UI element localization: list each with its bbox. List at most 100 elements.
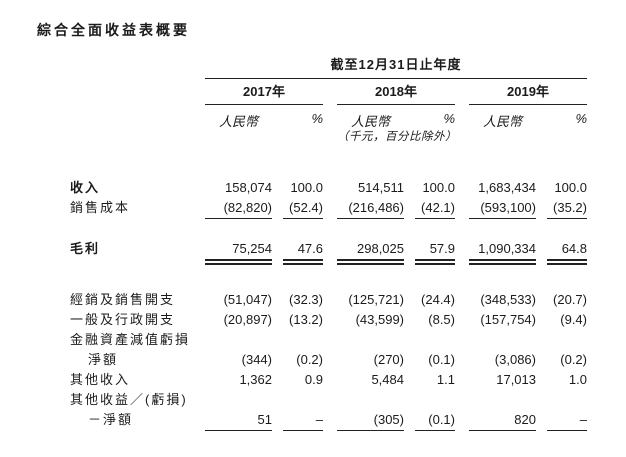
column-header-row: 人民幣 % 人民幣 % 人民幣 % bbox=[205, 111, 587, 130]
percent-cell: 47.6 bbox=[283, 239, 323, 265]
table-row-impairment-losses-label: 金融資產減值虧損 bbox=[70, 330, 587, 350]
cells-2017: 158,074 100.0 bbox=[205, 178, 323, 198]
value-cell: (51,047) bbox=[223, 292, 272, 307]
percent-cell: 57.9 bbox=[415, 239, 455, 265]
income-statement-table: 截至12月31日止年度 2017年 2018年 2019年 人民幣 % 人民幣 … bbox=[70, 57, 587, 431]
percent-cell: (32.3) bbox=[289, 292, 323, 307]
value-cell: 1,683,434 bbox=[478, 180, 536, 195]
value-cell: 5,484 bbox=[371, 372, 404, 387]
cells-2017: (51,047) (32.3) bbox=[205, 290, 323, 310]
cells-2017: (82,820) (52.4) bbox=[205, 198, 323, 219]
percent-cell: (9.4) bbox=[560, 312, 587, 327]
row-label: －淨額 bbox=[88, 412, 134, 427]
value-cell: (3,086) bbox=[494, 352, 536, 367]
row-label: 金融資產減值虧損 bbox=[70, 332, 191, 347]
column-heads-2017: 人民幣 % bbox=[205, 111, 323, 130]
table-row-general-admin-expenses: 一般及行政開支 (20,897) (13.2) (43,599) (8.5) (… bbox=[70, 310, 587, 330]
row-label: 其他收入 bbox=[70, 372, 131, 387]
percent-cell: 1.1 bbox=[436, 372, 455, 387]
cells-2019: (157,754) (9.4) bbox=[469, 310, 587, 330]
cells-2017: 75,254 47.6 bbox=[205, 239, 323, 265]
cells-2019: (3,086) (0.2) bbox=[469, 350, 587, 370]
percent-cell: (42.1) bbox=[415, 198, 455, 219]
currency-column-header: 人民幣 bbox=[482, 114, 522, 129]
row-label: 淨額 bbox=[88, 352, 119, 367]
percent-cell: (0.1) bbox=[428, 352, 455, 367]
value-cell bbox=[469, 390, 536, 410]
percent-column-header: % bbox=[443, 111, 455, 126]
cells-2018: (43,599) (8.5) bbox=[337, 310, 455, 330]
percent-cell: – bbox=[547, 410, 587, 431]
table-row-other-gains-losses-label: 其他收益／(虧損) bbox=[70, 390, 587, 410]
percent-cell bbox=[283, 330, 323, 350]
cells-2018: 298,025 57.9 bbox=[337, 239, 455, 265]
period-header: 截至12月31日止年度 bbox=[205, 57, 587, 79]
cells-2017: 51 – bbox=[205, 410, 323, 431]
percent-cell: – bbox=[283, 410, 323, 431]
value-cell: (305) bbox=[337, 410, 404, 431]
value-cell bbox=[337, 330, 404, 350]
column-heads-2018: 人民幣 % bbox=[337, 111, 455, 130]
value-cell: 75,254 bbox=[205, 239, 272, 265]
unit-note: （千元，百分比除外） bbox=[337, 131, 457, 143]
percent-cell: (20.7) bbox=[553, 292, 587, 307]
row-label: 收入 bbox=[70, 180, 101, 195]
table-row-impairment-losses-net: 淨額 (344) (0.2) (270) (0.1) (3,086) (0.2) bbox=[70, 350, 587, 370]
percent-cell: 100.0 bbox=[422, 180, 455, 195]
value-cell: (43,599) bbox=[355, 312, 404, 327]
value-cell: 158,074 bbox=[225, 180, 272, 195]
row-label: 其他收益／(虧損) bbox=[70, 392, 188, 407]
cells-2017: (344) (0.2) bbox=[205, 350, 323, 370]
table-row-revenue: 收入 158,074 100.0 514,511 100.0 1,683,434… bbox=[70, 178, 587, 198]
row-label: 毛利 bbox=[70, 241, 101, 256]
year-header-2019: 2019年 bbox=[469, 84, 587, 105]
percent-cell bbox=[415, 390, 455, 410]
percent-cell: (13.2) bbox=[289, 312, 323, 327]
cells-2017: 1,362 0.9 bbox=[205, 370, 323, 390]
value-cell: (157,754) bbox=[480, 312, 536, 327]
spacer bbox=[205, 130, 337, 144]
table-row-gross-profit: 毛利 75,254 47.6 298,025 57.9 1,090,334 64… bbox=[70, 239, 587, 265]
value-cell: (125,721) bbox=[348, 292, 404, 307]
percent-cell: (35.2) bbox=[547, 198, 587, 219]
year-header-2017: 2017年 bbox=[205, 84, 323, 105]
value-cell: (348,533) bbox=[480, 292, 536, 307]
percent-cell: (0.2) bbox=[560, 352, 587, 367]
percent-cell: 100.0 bbox=[290, 180, 323, 195]
value-cell: 298,025 bbox=[337, 239, 404, 265]
value-cell: 514,511 bbox=[357, 180, 404, 195]
cells-2019: 1,090,334 64.8 bbox=[469, 239, 587, 265]
percent-cell: (8.5) bbox=[428, 312, 455, 327]
percent-cell: (0.1) bbox=[415, 410, 455, 431]
value-cell bbox=[337, 390, 404, 410]
table-row-other-income: 其他收入 1,362 0.9 5,484 1.1 17,013 1.0 bbox=[70, 370, 587, 390]
row-label: 經銷及銷售開支 bbox=[70, 292, 176, 307]
cells-2019: 1,683,434 100.0 bbox=[469, 178, 587, 198]
cells-2017 bbox=[205, 390, 323, 410]
cells-2019: (348,533) (20.7) bbox=[469, 290, 587, 310]
value-cell: 17,013 bbox=[496, 372, 536, 387]
percent-column-header: % bbox=[311, 111, 323, 126]
value-cell: (270) bbox=[373, 352, 404, 367]
value-cell: (20,897) bbox=[223, 312, 272, 327]
cells-2018 bbox=[337, 390, 455, 410]
value-cell: 1,090,334 bbox=[469, 239, 536, 265]
cells-2019: 820 – bbox=[469, 410, 587, 431]
percent-cell: 64.8 bbox=[547, 239, 587, 265]
percent-cell: 1.0 bbox=[568, 372, 587, 387]
percent-cell bbox=[547, 330, 587, 350]
cells-2018: (216,486) (42.1) bbox=[337, 198, 455, 219]
cells-2018: 5,484 1.1 bbox=[337, 370, 455, 390]
value-cell: 820 bbox=[469, 410, 536, 431]
cells-2018 bbox=[337, 330, 455, 350]
percent-cell: (0.2) bbox=[296, 352, 323, 367]
value-cell: (216,486) bbox=[337, 198, 404, 219]
row-label: 一般及行政開支 bbox=[70, 312, 176, 327]
cells-2019 bbox=[469, 330, 587, 350]
page-title: 綜合全面收益表概要 bbox=[37, 22, 190, 38]
cells-2018: 514,511 100.0 bbox=[337, 178, 455, 198]
row-label: 銷售成本 bbox=[70, 200, 131, 215]
table-row-other-gains-losses-net: －淨額 51 – (305) (0.1) 820 – bbox=[70, 410, 587, 431]
unit-note-row: （千元，百分比除外） bbox=[205, 130, 587, 144]
value-cell bbox=[469, 330, 536, 350]
